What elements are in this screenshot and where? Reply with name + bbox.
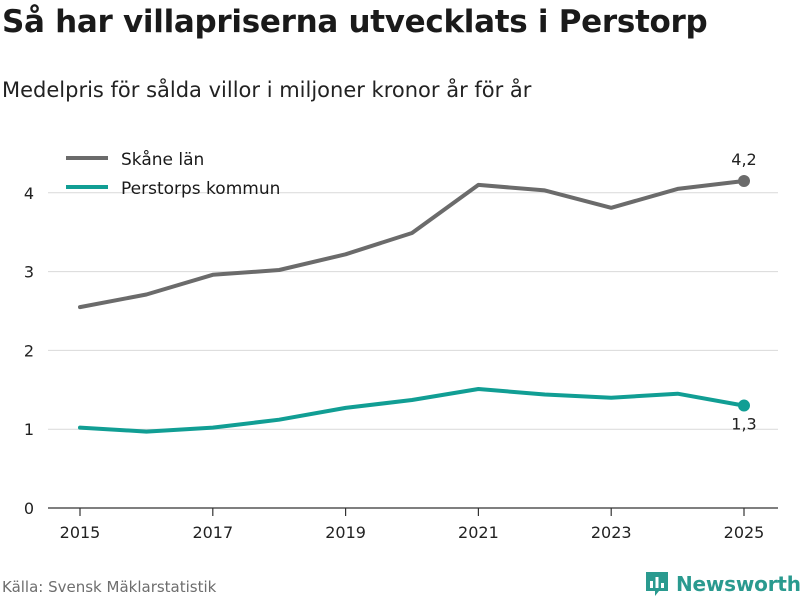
- x-tick-label: 2025: [724, 523, 765, 542]
- x-tick-label: 2021: [458, 523, 499, 542]
- chart-subtitle: Medelpris för sålda villor i miljoner kr…: [2, 78, 532, 102]
- end-label-skane: 4,2: [731, 150, 756, 169]
- newsworthy-logo-text: Newsworthy: [676, 572, 800, 596]
- end-marker-perstorp: [738, 399, 750, 412]
- y-tick-label: 2: [24, 341, 34, 360]
- end-marker-skane: [738, 174, 750, 187]
- series-line-skane: [78, 179, 746, 310]
- series-lines: 4,2 1,3: [78, 150, 757, 434]
- x-tick-label: 2017: [192, 523, 233, 542]
- legend: Skåne län Perstorps kommun: [66, 149, 280, 199]
- y-tick-label: 1: [24, 420, 34, 439]
- chart-title: Så har villapriserna utvecklats i Persto…: [2, 4, 708, 40]
- source-note: Källa: Svensk Mäklarstatistik: [2, 578, 217, 596]
- y-tick-label: 3: [24, 263, 34, 282]
- x-tick-label: 2023: [591, 523, 632, 542]
- y-tick-label: 4: [24, 184, 34, 203]
- y-tick-label: 0: [24, 499, 34, 518]
- legend-label-perstorp: Perstorps kommun: [121, 179, 280, 199]
- newsworthy-logo-icon: [646, 572, 668, 596]
- end-label-perstorp: 1,3: [731, 415, 756, 434]
- x-tick-label: 2015: [60, 523, 101, 542]
- series-line-perstorp: [78, 387, 746, 434]
- x-tick-label: 2019: [325, 523, 366, 542]
- axes: 0 1 2 3 4 2015 2017 2019 2021 2023 2025: [24, 184, 778, 542]
- newsworthy-logo[interactable]: Newsworthy: [644, 570, 800, 598]
- legend-label-skane: Skåne län: [121, 149, 204, 170]
